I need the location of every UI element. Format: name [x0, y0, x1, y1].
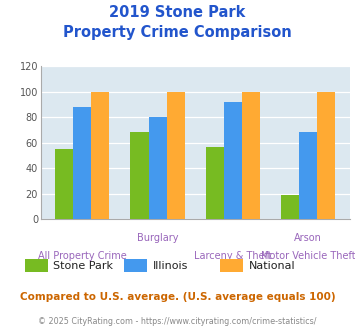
Bar: [91, 91, 109, 219]
Text: National: National: [248, 261, 295, 271]
Text: Illinois: Illinois: [153, 261, 188, 271]
Text: Stone Park: Stone Park: [53, 261, 113, 271]
Text: Arson: Arson: [294, 233, 322, 243]
Text: Burglary: Burglary: [137, 233, 178, 243]
Bar: [206, 147, 224, 219]
Bar: [317, 91, 335, 219]
Text: Compared to U.S. average. (U.S. average equals 100): Compared to U.S. average. (U.S. average …: [20, 292, 335, 302]
Text: © 2025 CityRating.com - https://www.cityrating.com/crime-statistics/: © 2025 CityRating.com - https://www.city…: [38, 317, 317, 326]
Text: Motor Vehicle Theft: Motor Vehicle Theft: [261, 251, 355, 261]
Text: Property Crime Comparison: Property Crime Comparison: [63, 25, 292, 40]
Bar: [73, 107, 91, 219]
Bar: [281, 195, 299, 219]
Bar: [242, 91, 260, 219]
Bar: [299, 132, 317, 219]
Bar: [148, 117, 166, 219]
Bar: [55, 149, 73, 219]
Bar: [131, 132, 148, 219]
Bar: [224, 102, 242, 219]
Text: All Property Crime: All Property Crime: [38, 251, 127, 261]
Bar: [166, 91, 185, 219]
Text: Larceny & Theft: Larceny & Theft: [194, 251, 272, 261]
Text: 2019 Stone Park: 2019 Stone Park: [109, 5, 246, 20]
